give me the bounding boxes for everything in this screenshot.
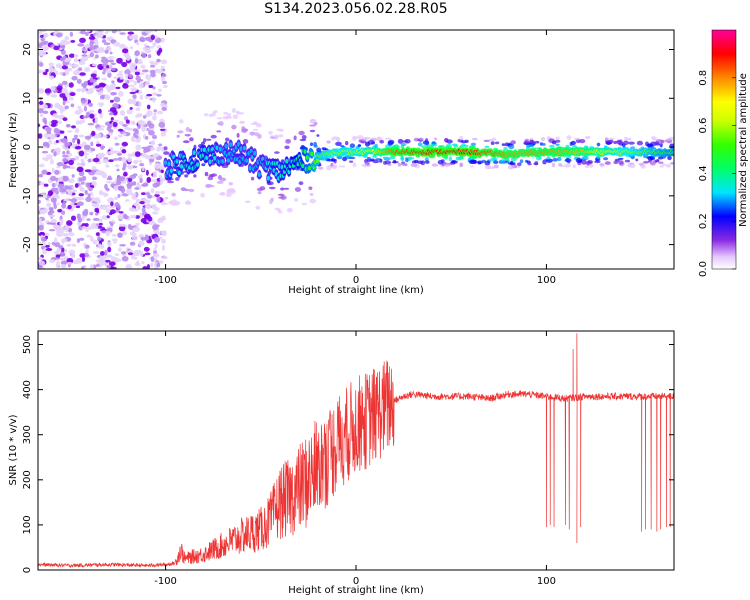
spectrogram-y-tick-label: 20 <box>22 43 33 56</box>
snr-x-tick-label: 100 <box>537 576 556 587</box>
spectrogram-x-tick-label: -100 <box>154 275 177 286</box>
spectrogram-x-tick-label: 0 <box>353 275 359 286</box>
colorbar-tick-label: 0.4 <box>698 165 709 181</box>
snr-y-tick-label: 500 <box>22 335 33 354</box>
snr-y-tick-label: 0 <box>22 567 33 573</box>
snr-y-tick-label: 200 <box>22 470 33 489</box>
snr-y-axis-label: SNR (10 * v/v) <box>8 414 19 485</box>
snr-ticks: -100 0 100 0 100 200 300 400 500 <box>22 331 674 587</box>
snr-plot-area <box>38 333 674 569</box>
snr-x-axis-label: Height of straight line (km) <box>288 585 424 596</box>
spectrogram-y-tick-label: 0 <box>22 144 33 150</box>
colorbar-tick-label: 0.0 <box>698 261 709 277</box>
colorbar-label: Normalized spectral amplitude <box>738 73 749 227</box>
snr-line <box>38 333 674 569</box>
snr-x-tick-label: -100 <box>154 576 177 587</box>
signal-track <box>163 108 674 214</box>
spectrogram-plot-area <box>38 30 674 269</box>
colorbar-ticks: 0.0 0.2 0.4 0.6 0.8 <box>698 70 736 277</box>
colorbar-gradient <box>711 29 737 270</box>
spectrogram-y-tick-label: -20 <box>22 236 33 252</box>
snr-y-tick-label: 300 <box>22 425 33 444</box>
spectrogram-x-tick-label: 100 <box>537 275 556 286</box>
snr-y-tick-label: 100 <box>22 515 33 534</box>
spectrogram-y-tick-label: -10 <box>22 188 33 204</box>
colorbar-tick-label: 0.6 <box>698 118 709 134</box>
noise-region <box>38 30 168 269</box>
spectrogram-y-tick-label: 10 <box>22 92 33 105</box>
snr-y-tick-label: 400 <box>22 380 33 399</box>
page-title: S134.2023.056.02.28.R05 <box>264 1 448 17</box>
snr-x-tick-label: 0 <box>353 576 359 587</box>
snr-panel: -100 0 100 0 100 200 300 400 500 Height of strai… <box>8 330 675 596</box>
colorbar-tick-label: 0.8 <box>698 70 709 86</box>
spectrogram-y-axis-label: Frequency (Hz) <box>8 112 19 188</box>
spectrogram-x-axis-label: Height of straight line (km) <box>288 285 424 296</box>
colorbar: 0.0 0.2 0.4 0.6 0.8 Normalized spectral ampl… <box>698 29 749 277</box>
colorbar-tick-label: 0.2 <box>698 213 709 229</box>
